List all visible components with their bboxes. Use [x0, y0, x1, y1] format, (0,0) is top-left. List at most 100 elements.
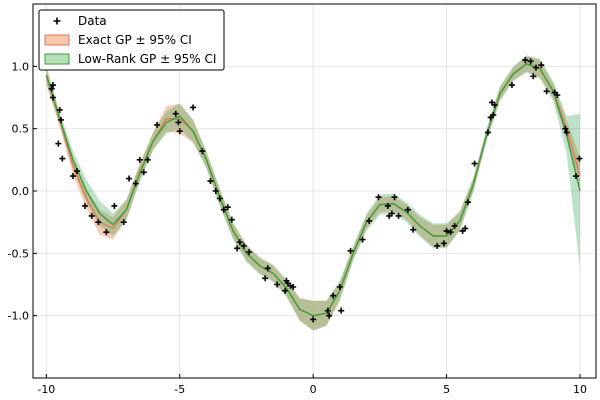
data-point [384, 202, 391, 209]
x-tick-label: -10 [37, 383, 55, 396]
data-point [175, 119, 182, 126]
legend: Data Exact GP ± 95% CI Low-Rank GP ± 95% C… [38, 9, 225, 71]
data-point [359, 236, 366, 243]
data-point [70, 173, 77, 180]
legend-label: Exact GP ± 95% CI [78, 33, 192, 47]
data-point [440, 240, 447, 247]
data-point [576, 155, 583, 162]
data-point [88, 212, 95, 219]
y-tick-label: -0.5 [8, 247, 29, 260]
data-point [336, 283, 343, 290]
legend-label: Data [78, 14, 107, 28]
data-point [74, 168, 81, 175]
data-point [326, 312, 333, 319]
data-point [572, 173, 579, 180]
y-tick-label: 0.5 [12, 123, 30, 136]
data-point [538, 62, 545, 69]
data-point [132, 180, 139, 187]
data-point [111, 202, 118, 209]
y-tick-label: -1.0 [8, 310, 29, 323]
data-point [95, 219, 102, 226]
lowrank-ci-band [46, 55, 581, 331]
data-point [532, 64, 539, 71]
data-point [236, 239, 243, 246]
x-tick-label: 5 [443, 383, 450, 396]
data-point [543, 88, 550, 95]
data-point [330, 292, 337, 299]
data-point [82, 202, 89, 209]
exact-ci-band [46, 56, 581, 331]
data-point [59, 155, 66, 162]
data-point [172, 110, 179, 117]
data-point [120, 219, 127, 226]
legend-box [38, 9, 225, 71]
data-point [508, 82, 515, 89]
data-point [443, 227, 450, 234]
data-point [484, 129, 491, 136]
data-point [228, 216, 235, 223]
data-point [391, 194, 398, 201]
data-point [212, 188, 219, 194]
data-point [220, 206, 227, 213]
y-tick-label: 0.0 [12, 185, 30, 198]
data-point [490, 111, 497, 118]
legend-label: Low-Rank GP ± 95% CI [78, 52, 216, 66]
x-tick-label: 0 [310, 383, 317, 396]
data-point [434, 242, 441, 249]
data-point [103, 229, 110, 236]
data-point [451, 222, 458, 229]
data-point [338, 307, 345, 314]
data-point [530, 73, 537, 80]
data-point [324, 307, 331, 314]
data-point [375, 194, 382, 201]
data-point [366, 217, 373, 224]
data-point [55, 140, 62, 147]
data-point [282, 287, 289, 294]
data-point [56, 106, 63, 113]
data-point [527, 58, 534, 65]
data-point [554, 92, 561, 99]
data-point [262, 275, 269, 282]
data-point [50, 82, 57, 89]
x-tick-label: -5 [174, 383, 185, 396]
x-axis-ticks: -10 -5 0 5 10 [37, 374, 587, 396]
data-point [144, 156, 151, 163]
data-point [224, 204, 231, 211]
data-point [240, 242, 247, 249]
data-point [462, 225, 469, 232]
data-point [471, 160, 478, 167]
data-point [207, 178, 214, 185]
legend-band-swatch [44, 53, 70, 65]
data-point [176, 128, 183, 135]
data-point [562, 125, 569, 132]
data-point [190, 104, 197, 111]
data-point [464, 199, 471, 206]
data-point [58, 116, 65, 123]
data-point [447, 229, 454, 236]
data-point [126, 175, 133, 182]
data-point [48, 85, 55, 92]
data-point [563, 129, 570, 136]
data-points [48, 57, 583, 323]
data-point [491, 101, 498, 108]
data-point [50, 94, 57, 101]
data-point [199, 148, 206, 155]
legend-band-swatch [44, 34, 70, 46]
y-tick-label: 1.0 [12, 60, 30, 73]
data-point [410, 226, 417, 233]
data-point [274, 281, 281, 288]
data-point [264, 265, 271, 272]
y-axis-ticks: -1.0 -0.5 0.0 0.5 1.0 [8, 60, 37, 323]
data-point [290, 283, 297, 290]
confidence-bands [46, 55, 581, 331]
data-point [140, 169, 147, 176]
data-point [234, 245, 241, 252]
legend-data-marker [53, 17, 61, 25]
data-point [154, 121, 161, 128]
data-point [310, 316, 317, 323]
data-point [216, 195, 223, 202]
data-point [246, 249, 253, 256]
data-point [395, 212, 402, 219]
x-tick-label: 10 [573, 383, 587, 396]
